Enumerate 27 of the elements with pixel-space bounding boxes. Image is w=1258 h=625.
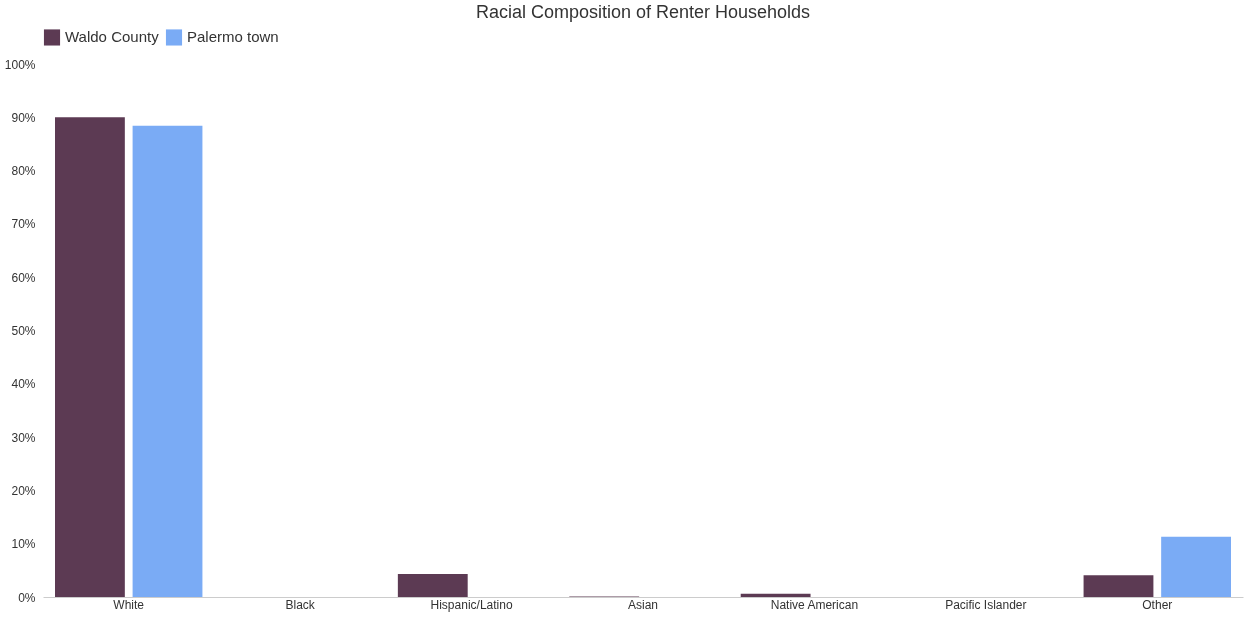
- bar: [55, 117, 125, 597]
- chart-title: Racial Composition of Renter Households: [475, 2, 811, 22]
- x-tick-label: White: [113, 597, 145, 612]
- y-tick-label: 70%: [11, 217, 36, 232]
- y-tick-label: 100%: [4, 57, 36, 72]
- y-tick-label: 40%: [11, 377, 36, 392]
- legend-label: Palermo town: [187, 28, 279, 46]
- bar: [1083, 575, 1154, 597]
- y-tick-label: 80%: [11, 164, 36, 179]
- bar: [397, 574, 468, 597]
- bar: [132, 125, 203, 597]
- y-tick-label: 30%: [11, 430, 36, 445]
- bar: [1161, 536, 1231, 597]
- x-tick-label: Native American: [770, 597, 859, 612]
- x-tick-label: Hispanic/Latino: [430, 597, 513, 612]
- y-tick-label: 10%: [11, 537, 36, 552]
- y-tick-label: 60%: [11, 270, 36, 285]
- x-tick-label: Pacific Islander: [945, 597, 1027, 612]
- y-tick-label: 0%: [18, 590, 36, 605]
- legend-label: Waldo County: [65, 28, 160, 46]
- x-tick-label: Black: [285, 597, 316, 612]
- y-tick-label: 50%: [11, 324, 36, 338]
- bar: [740, 593, 811, 597]
- y-tick-label: 90%: [11, 110, 36, 125]
- x-tick-label: Asian: [627, 597, 659, 612]
- x-tick-label: Other: [1142, 597, 1173, 612]
- y-tick-label: 20%: [11, 483, 36, 498]
